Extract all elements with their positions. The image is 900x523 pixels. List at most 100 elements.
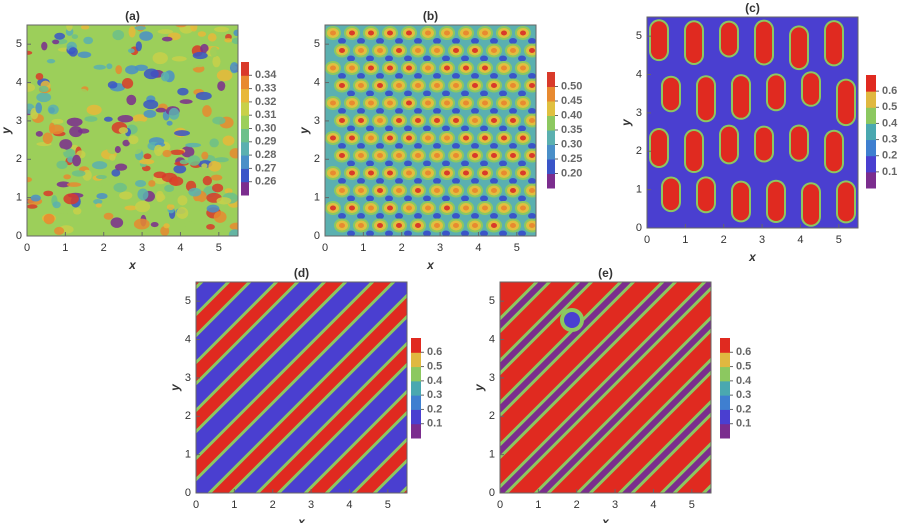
field-blob <box>721 22 737 56</box>
field-blob <box>471 73 479 79</box>
field-blob <box>433 73 441 79</box>
colorbar-band <box>241 75 249 90</box>
field-blob <box>115 65 123 75</box>
y-tick-label: 5 <box>185 295 191 307</box>
field-blob <box>148 180 156 187</box>
field-blob <box>518 90 526 97</box>
field-blob <box>433 178 441 184</box>
field-blob <box>181 146 195 158</box>
field-blob <box>91 161 108 170</box>
field-blob <box>463 65 469 71</box>
field-blob <box>43 190 54 197</box>
x-tick-label: 5 <box>689 499 695 511</box>
field-blob <box>395 73 403 79</box>
field-blob <box>491 223 497 228</box>
field-blob <box>339 83 345 88</box>
field-blob <box>444 135 450 141</box>
field-blob <box>125 65 139 75</box>
colorbar-tick-label: 0.45 <box>561 95 582 107</box>
field-blob <box>376 73 384 79</box>
field-blob <box>491 188 497 193</box>
field-blob <box>442 90 450 97</box>
field-blob <box>357 73 365 79</box>
field-blob <box>126 94 137 106</box>
field-blob <box>68 47 78 57</box>
colorbar-tick-label: 0.2 <box>427 403 442 415</box>
colorbar-tick-label: 0.35 <box>561 124 582 136</box>
field-blob <box>207 33 217 42</box>
panel-title: (a) <box>125 9 140 23</box>
field-blob <box>423 230 431 236</box>
field-blob <box>415 153 421 158</box>
y-tick-label: 4 <box>636 68 642 80</box>
field-blob <box>509 108 517 114</box>
field-blob <box>134 120 146 126</box>
field-blob <box>148 25 157 33</box>
field-blob <box>434 223 440 228</box>
field-blob <box>471 143 479 149</box>
field-blob <box>128 135 139 145</box>
colorbar-band <box>866 91 876 108</box>
field-blob <box>463 30 469 36</box>
field-blob <box>27 83 36 92</box>
field-blob <box>233 29 238 37</box>
field-blob <box>826 131 842 172</box>
field-blob <box>510 118 516 123</box>
field-blob <box>396 223 402 228</box>
field-blob <box>166 195 177 205</box>
field-blob <box>444 170 450 176</box>
colorbar-tick-label: 0.27 <box>255 162 276 174</box>
field-blob <box>66 25 73 32</box>
field-blob <box>56 160 68 170</box>
field-blob <box>423 55 431 62</box>
x-tick-label: 3 <box>139 242 145 254</box>
field-blob <box>330 205 336 211</box>
field-blob <box>358 118 364 123</box>
field-band <box>196 282 407 493</box>
field-blob <box>201 151 209 160</box>
field-blob <box>119 191 133 200</box>
field-blob <box>415 83 421 88</box>
field-blob <box>490 178 498 184</box>
field-blob <box>54 226 65 235</box>
colorbar-tick-label: 0.6 <box>427 346 442 358</box>
field-blob <box>216 197 232 205</box>
field-blob <box>510 48 516 53</box>
field-blob <box>425 65 431 71</box>
field-blob <box>155 107 167 113</box>
field-blob <box>518 125 526 132</box>
field-blob <box>113 182 127 193</box>
field-blob <box>330 100 336 106</box>
field-blob <box>132 114 148 123</box>
field-blob <box>529 153 535 158</box>
x-tick-label: 2 <box>399 242 405 254</box>
colorbar-band <box>866 139 876 157</box>
y-tick-label: 4 <box>185 333 191 345</box>
field-blob <box>385 55 393 62</box>
field-blob <box>406 205 412 211</box>
field-blob <box>537 56 545 62</box>
field-blob <box>803 184 819 225</box>
field-blob <box>463 135 469 141</box>
plot-frame <box>324 24 537 237</box>
field-blob <box>122 139 130 147</box>
field-blob <box>89 179 104 188</box>
field-blob <box>385 125 393 132</box>
field-blob <box>791 126 807 160</box>
field-blob <box>339 118 345 123</box>
colorbar-band <box>411 352 421 368</box>
field-blob <box>472 118 478 123</box>
field-blob <box>499 125 507 132</box>
field-blob <box>107 81 118 89</box>
field <box>647 17 858 228</box>
field-blob <box>338 143 346 149</box>
field-blob <box>210 46 219 58</box>
field-blob <box>84 116 98 122</box>
field-blob <box>406 30 412 36</box>
field-blob <box>42 132 53 144</box>
field-blob <box>376 143 384 149</box>
field-blob <box>366 160 374 167</box>
field-blob <box>52 39 60 45</box>
field-blob <box>187 155 201 166</box>
